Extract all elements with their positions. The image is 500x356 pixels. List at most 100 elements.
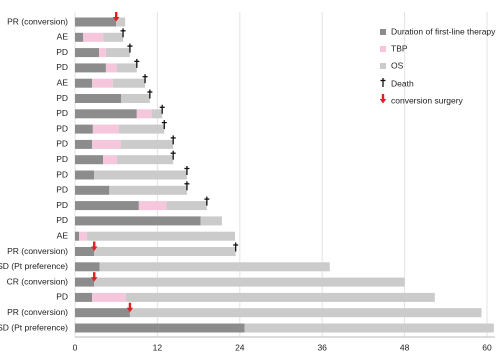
y-tick-label: PD [56,200,68,210]
bar-segment [121,94,150,103]
death-marker [170,150,176,160]
y-tick-label: PD [56,108,68,118]
y-tick-label: SD (Pt preference) [0,322,68,332]
y-tick-label: AE [57,230,69,240]
legend-label: Duration of first-line therapy [391,26,496,36]
death-marker [161,120,167,130]
bar-segment [75,231,80,241]
bar-segment [99,262,330,272]
bar-segment [92,78,113,88]
bar-segment [121,139,174,149]
bar-segment [116,63,137,73]
bar-segment [75,32,84,42]
bar-segment [75,323,245,333]
y-tick-label: PD [56,93,68,103]
x-tick-label: 48 [400,342,410,351]
bar-segment [151,109,163,119]
bar-segment [75,139,93,149]
bar-segment [75,155,104,165]
death-marker [134,58,140,68]
y-tick-label: PD [56,139,68,149]
y-tick-label: PD [56,215,68,225]
bar-segment [116,155,174,165]
bar-segment [103,32,124,42]
bar-segment [109,185,187,195]
death-marker [127,43,133,53]
bar-segment [75,308,130,318]
conversion-marker [91,272,98,282]
death-marker [120,28,126,38]
bar-segment [136,109,152,119]
death-marker [147,89,153,99]
bar-segment [103,155,117,165]
legend-swatch [380,29,386,35]
bar-segment [75,48,100,58]
bar-segment [125,292,435,302]
death-marker [142,74,148,84]
conversion-marker [126,302,134,313]
y-tick-label: PR (conversion) [7,16,68,26]
bar-segment [94,170,187,180]
bar-segment [75,124,93,134]
bar-segment [75,247,95,256]
legend-label: TBP [391,43,408,53]
y-tick-label: CR (conversion) [7,276,69,286]
y-tick-label: PR (conversion) [7,307,68,317]
bar-segment [129,308,482,318]
bar-segment [105,48,130,58]
bar-segment [75,292,93,302]
bar-segment [94,247,236,256]
death-marker [233,242,239,252]
y-tick-label: SD (Pt preference) [0,261,68,271]
bar-segment [79,231,87,241]
y-tick-label: PD [56,292,68,302]
bar-segment [99,48,106,58]
death-marker [184,166,190,175]
legend-symbol [379,94,387,104]
bar-segment [92,292,126,302]
bar-segment [86,231,235,241]
bar-segment [75,201,139,211]
bar-segment [244,323,494,333]
legend-label: conversion surgery [391,95,464,105]
bar-segment [116,17,126,27]
y-tick-label: AE [57,32,69,42]
y-tick-label: AE [57,77,69,87]
bar-segment [166,201,207,211]
y-tick-label: PD [56,154,68,164]
x-tick-label: 12 [153,342,163,351]
x-tick-label: 36 [317,342,327,351]
bar-segment [75,17,117,27]
bar-segment [75,109,137,119]
bar-segment [118,124,165,134]
y-tick-label: PD [56,185,68,195]
bar-segment [92,124,119,134]
bar-segment [75,216,201,226]
bar-segment [138,201,167,211]
conversion-marker [91,241,98,251]
death-marker [170,135,176,145]
y-tick-label: PD [56,62,68,72]
x-tick-label: 24 [235,342,245,351]
legend-label: Death [391,78,414,88]
bar-segment [200,216,222,226]
legend-swatch [380,63,386,69]
y-tick-label: PD [56,47,68,57]
legend-label: OS [391,60,404,70]
conversion-marker [113,12,120,22]
bar-segment [75,78,93,88]
legend-swatch [380,46,386,52]
y-tick-label: PD [56,169,68,179]
bar-segment [112,78,146,88]
death-marker [204,196,210,206]
y-tick-label: PR (conversion) [7,246,68,256]
x-tick-label: 0 [73,342,78,351]
bar-segment [105,63,117,73]
bar-segment [83,32,104,42]
bar-segment [75,185,110,195]
bar-segment [75,94,122,103]
bar-segment [75,63,106,73]
death-marker [159,104,165,114]
bar-segment [92,139,122,149]
